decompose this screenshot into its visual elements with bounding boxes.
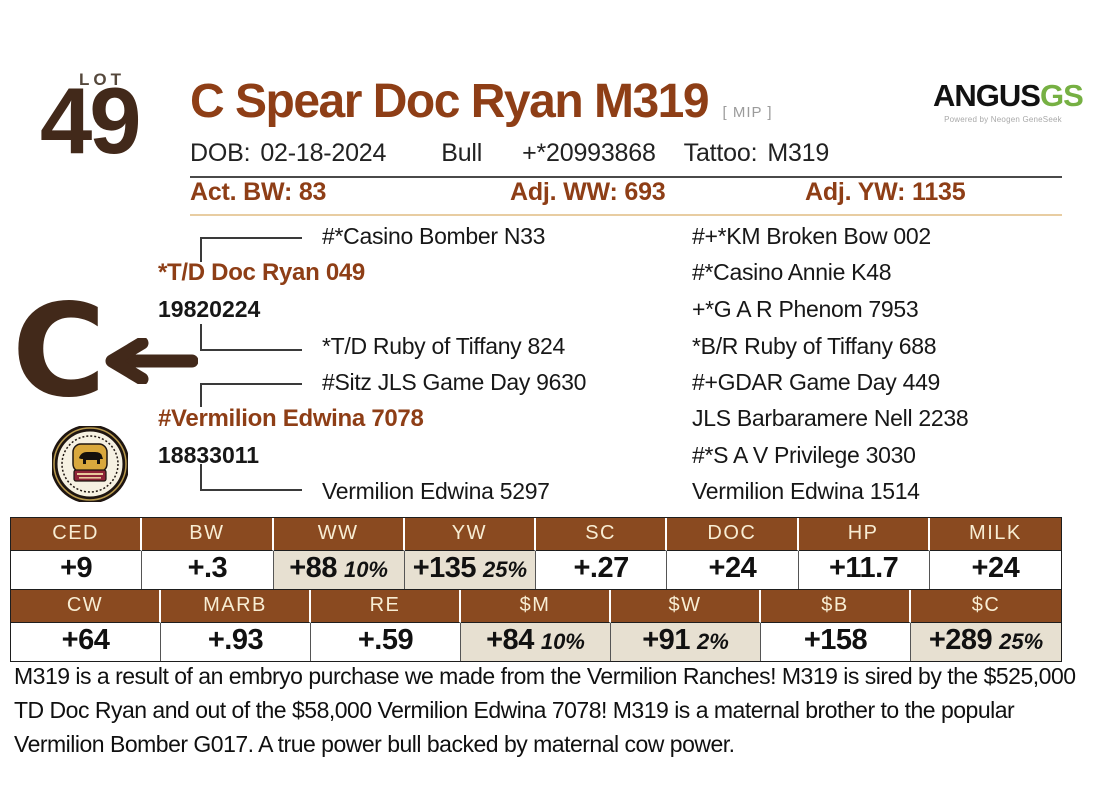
dam-sire-name: #Sitz JLS Game Day 9630 xyxy=(322,369,587,395)
epd-header-dollar-m: $M xyxy=(461,590,611,623)
sire-registration: 19820224 xyxy=(158,296,261,322)
epd-pct-ww: 10% xyxy=(343,557,388,582)
page-title: C Spear Doc Ryan M319 xyxy=(190,75,710,128)
epd-value-cw: +64 xyxy=(11,623,161,661)
epd-value-dollar-b: +158 xyxy=(761,623,911,661)
epd-header-dollar-w: $W xyxy=(611,590,761,623)
epd-value-dollar-m: +84 10% xyxy=(461,623,611,661)
epd-pct-yw: 25% xyxy=(483,557,528,582)
epd-header-row-2: CW MARB RE $M $W $B $C xyxy=(11,590,1061,623)
mip-tag: [ MIP ] xyxy=(722,104,773,121)
weight-stats-line: Act. BW: 83 Adj. WW: 693 Adj. YW: 1135 xyxy=(190,178,1062,216)
sire-sire-name: #*Casino Bomber N33 xyxy=(322,223,546,249)
epd-value-bw: +.3 xyxy=(142,551,274,589)
epd-header-row-1: CED BW WW YW SC DOC HP MILK xyxy=(11,518,1061,551)
dam-registration: 18833011 xyxy=(158,442,260,468)
great-grandparent-2: #*Casino Annie K48 xyxy=(692,259,892,285)
great-grandparent-8: Vermilion Edwina 1514 xyxy=(692,478,920,504)
angus-wordmark: ANGUS xyxy=(933,78,1041,113)
registration-number: +*20993868 xyxy=(522,139,656,167)
dob-label: DOB: xyxy=(190,139,251,167)
epd-header-marb: MARB xyxy=(161,590,311,623)
epd-value-re: +.59 xyxy=(311,623,461,661)
epd-pct-dollar-c: 25% xyxy=(999,629,1044,654)
sire-name: *T/D Doc Ryan 049 xyxy=(158,259,365,286)
lot-number: 49 xyxy=(40,68,142,173)
actual-bw-stat: Act. BW: 83 xyxy=(190,178,327,206)
epd-value-ww: +88 10% xyxy=(273,551,405,589)
lot-label: LOT xyxy=(79,70,125,89)
epd-pct-dollar-w: 2% xyxy=(696,629,729,654)
great-grandparent-3: +*G A R Phenom 7953 xyxy=(692,296,919,322)
angus-gs-wordmark: ANGUSGS xyxy=(933,78,1084,114)
great-grandparent-4: *B/R Ruby of Tiffany 688 xyxy=(692,333,937,359)
sire-top-bracket xyxy=(200,237,302,262)
animal-info-line: DOB: 02-18-2024 Bull +*20993868 Tattoo: … xyxy=(190,139,1062,178)
epd-value-hp: +11.7 xyxy=(799,551,930,589)
epd-header-re: RE xyxy=(311,590,461,623)
adjusted-ww-stat: Adj. WW: 693 xyxy=(510,178,666,206)
epd-value-marb: +.93 xyxy=(161,623,311,661)
epd-table-2: CW MARB RE $M $W $B $C +64 +.93 +.59 +84… xyxy=(10,589,1062,662)
epd-header-sc: SC xyxy=(536,518,668,551)
epd-header-dollar-c: $C xyxy=(911,590,1061,623)
epd-value-sc: +.27 xyxy=(536,551,668,589)
brand-arrow-icon xyxy=(105,338,198,384)
logo-tagline: Powered by Neogen GeneSeek xyxy=(944,115,1062,124)
epd-header-doc: DOC xyxy=(667,518,799,551)
sire-bottom-bracket xyxy=(200,324,302,351)
adjusted-yw-stat: Adj. YW: 1135 xyxy=(805,178,966,206)
tattoo-label: Tattoo: xyxy=(683,139,758,167)
great-grandparent-1: #+*KM Broken Bow 002 xyxy=(692,223,931,249)
tattoo-value: M319 xyxy=(767,139,830,167)
epd-header-ww: WW xyxy=(273,518,405,551)
epd-header-cw: CW xyxy=(11,590,161,623)
dam-top-bracket xyxy=(200,383,302,407)
dob-value: 02-18-2024 xyxy=(260,139,387,167)
epd-pct-dollar-m: 10% xyxy=(540,629,585,654)
epd-value-milk: +24 xyxy=(971,552,1020,584)
gs-wordmark: GS xyxy=(1039,78,1084,113)
epd-header-bw: BW xyxy=(142,518,274,551)
epd-value-dollar-c: +289 25% xyxy=(911,623,1061,661)
epd-value-row-1: +9 +.3 +88 10% +135 25% +.27 +24 +11.7 +24 xyxy=(11,551,1061,589)
lot-description: M319 is a result of an embryo purchase w… xyxy=(14,663,1076,757)
epd-value-row-2: +64 +.93 +.59 +84 10% +91 2% +158 +289 25% xyxy=(11,623,1061,661)
epd-header-hp: HP xyxy=(798,518,930,551)
dam-bottom-bracket xyxy=(200,464,302,491)
angus-seal-icon xyxy=(52,426,128,502)
great-grandparent-7: #*S A V Privilege 3030 xyxy=(692,442,916,468)
epd-header-ced: CED xyxy=(11,518,143,551)
angus-gs-logo: ANGUSGS Powered by Neogen GeneSeek xyxy=(933,78,1084,124)
sex-value: Bull xyxy=(441,139,483,167)
epd-header-milk: MILK xyxy=(929,518,1061,551)
title-row: C Spear Doc Ryan M319 [ MIP ] xyxy=(190,74,773,129)
epd-value-dollar-w: +91 2% xyxy=(611,623,761,661)
epd-header-yw: YW xyxy=(404,518,536,551)
epd-value-doc: +24 xyxy=(667,551,799,589)
epd-value-ced: +9 xyxy=(11,551,143,589)
sire-dam-name: *T/D Ruby of Tiffany 824 xyxy=(322,333,565,359)
dam-dam-name: Vermilion Edwina 5297 xyxy=(322,478,550,504)
ranch-brand-c: C xyxy=(12,277,106,426)
great-grandparent-5: #+GDAR Game Day 449 xyxy=(692,369,941,395)
epd-table-1: CED BW WW YW SC DOC HP MILK +9 +.3 +88 10… xyxy=(10,517,1062,590)
dam-name: #Vermilion Edwina 7078 xyxy=(158,405,424,432)
epd-header-dollar-b: $B xyxy=(761,590,911,623)
epd-value-yw: +135 25% xyxy=(404,551,536,589)
great-grandparent-6: JLS Barbaramere Nell 2238 xyxy=(692,405,969,431)
